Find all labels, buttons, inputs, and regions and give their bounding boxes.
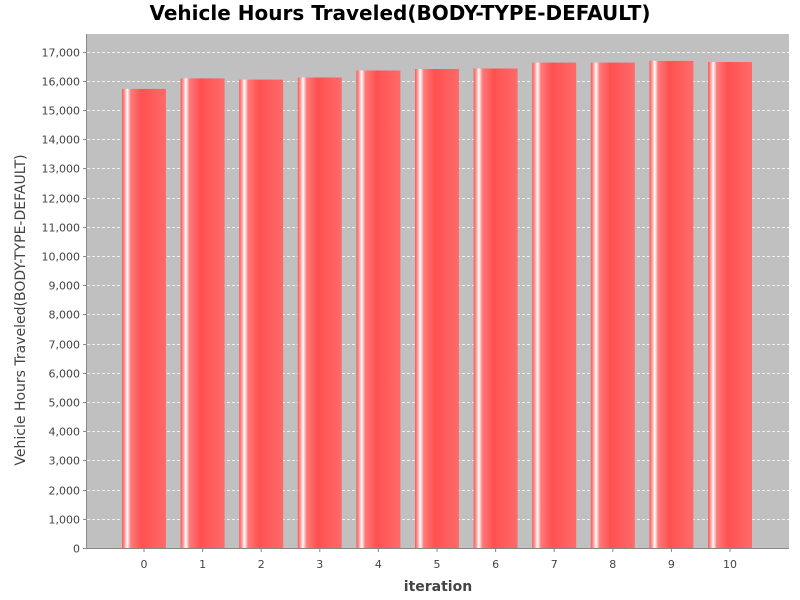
bar-iteration-0 [122, 88, 166, 549]
y-tick-label: 6,000 [49, 368, 81, 381]
y-tick-label: 14,000 [42, 134, 81, 147]
x-tick-label: 0 [141, 558, 148, 571]
x-tick-label: 3 [316, 558, 323, 571]
y-tick-label: 5,000 [49, 397, 81, 410]
bar-iteration-4 [356, 70, 401, 548]
x-axis-ticks: 0 1 2 3 4 5 6 7 8 9 10 [141, 549, 737, 571]
x-tick-label: 9 [668, 558, 675, 571]
y-tick-label: 10,000 [42, 251, 81, 264]
y-tick-label: 11,000 [42, 222, 81, 235]
bar-iteration-5 [415, 69, 459, 548]
bar-iteration-3 [297, 77, 342, 548]
y-tick-label: 16,000 [42, 76, 81, 89]
bar-series [122, 60, 752, 549]
x-axis-label: iteration [404, 579, 472, 595]
y-tick-label: 12,000 [42, 193, 81, 206]
bar-iteration-8 [590, 62, 635, 548]
x-tick-label: 1 [199, 558, 206, 571]
x-tick-label: 4 [375, 558, 382, 571]
y-tick-label: 3,000 [49, 455, 81, 468]
y-tick-label: 15,000 [42, 105, 81, 118]
x-tick-label: 2 [258, 558, 265, 571]
y-tick-label: 1,000 [49, 514, 81, 527]
x-tick-label: 5 [434, 558, 441, 571]
y-tick-label: 4,000 [49, 426, 81, 439]
x-tick-label: 10 [723, 558, 737, 571]
y-tick-label: 17,000 [42, 47, 81, 60]
y-tick-label: 7,000 [49, 339, 81, 352]
y-tick-label: 8,000 [49, 309, 81, 322]
chart-title: Vehicle Hours Traveled(BODY-TYPE-DEFAULT… [149, 1, 650, 25]
y-tick-label: 0 [73, 543, 80, 556]
y-tick-label: 9,000 [49, 280, 81, 293]
x-tick-label: 7 [551, 558, 558, 571]
y-tick-label: 13,000 [42, 163, 81, 176]
y-tick-label: 2,000 [49, 485, 81, 498]
y-axis-ticks: 0 1,000 2,000 3,000 4,000 5,000 6,000 7,000 8,00… [42, 47, 87, 556]
bar-iteration-7 [532, 62, 577, 548]
bar-iteration-1 [180, 78, 225, 549]
y-axis-label: Vehicle Hours Traveled(BODY-TYPE-DEFAULT… [13, 154, 29, 465]
bar-iteration-2 [239, 79, 284, 548]
bar-iteration-9 [649, 60, 694, 549]
x-tick-label: 6 [492, 558, 499, 571]
x-tick-label: 8 [609, 558, 616, 571]
bar-iteration-6 [473, 68, 518, 548]
bar-iteration-10 [708, 62, 752, 548]
